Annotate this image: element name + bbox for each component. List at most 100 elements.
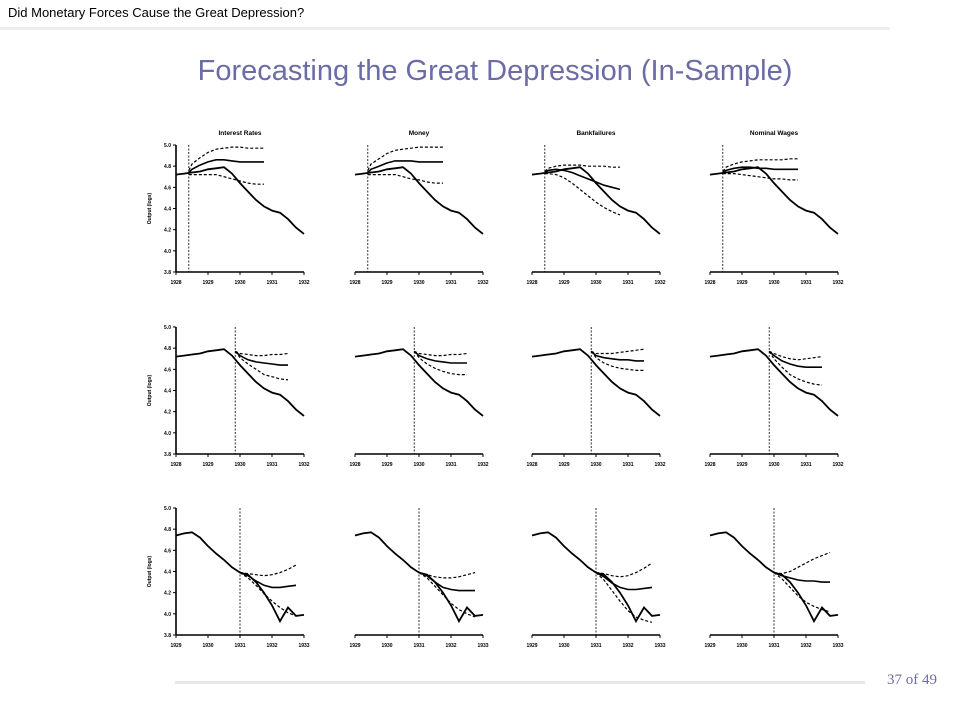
x-tick-label: 1931	[622, 462, 633, 468]
page-current: 37	[887, 672, 902, 688]
x-tick-label: 1932	[477, 280, 488, 286]
series-lower-band	[418, 572, 476, 618]
x-tick-label: 1928	[526, 462, 537, 468]
x-tick-label: 1930	[202, 643, 213, 649]
series-upper-band	[773, 551, 831, 575]
x-tick-label: 1931	[590, 643, 601, 649]
x-tick-label: 1932	[800, 643, 811, 649]
x-tick-label: 1933	[654, 643, 665, 649]
series-forecast	[188, 159, 264, 174]
series-actual-output	[175, 348, 305, 417]
x-tick-label: 1930	[413, 280, 424, 286]
series-lower-band	[768, 350, 823, 386]
y-tick-label: 4.2	[164, 228, 171, 234]
footer-rule	[175, 681, 865, 684]
y-tick-label: 5.0	[164, 143, 171, 149]
x-tick-label: 1928	[704, 462, 715, 468]
x-tick-label: 1929	[349, 643, 360, 649]
x-tick-label: 1929	[202, 280, 213, 286]
y-tick-label: 4.4	[164, 389, 171, 395]
x-tick-label: 1931	[234, 643, 245, 649]
page-title: Forecasting the Great Depression (In-Sam…	[197, 55, 793, 87]
x-tick-label: 1929	[558, 280, 569, 286]
x-tick-label: 1932	[654, 462, 665, 468]
series-forecast	[239, 571, 297, 589]
x-tick-label: 1930	[590, 280, 601, 286]
x-tick-label: 1931	[800, 280, 811, 286]
x-tick-label: 1930	[558, 643, 569, 649]
x-tick-label: 1933	[298, 643, 309, 649]
x-tick-label: 1933	[832, 643, 843, 649]
series-upper-band	[590, 348, 645, 355]
x-tick-label: 1932	[477, 462, 488, 468]
y-tick-label: 4.0	[164, 249, 171, 255]
x-tick-label: 1929	[736, 280, 747, 286]
x-tick-label: 1929	[202, 462, 213, 468]
series-upper-band	[722, 158, 798, 172]
x-tick-label: 1930	[768, 280, 779, 286]
x-tick-label: 1931	[266, 462, 277, 468]
x-tick-label: 1930	[234, 462, 245, 468]
x-tick-label: 1929	[381, 462, 392, 468]
page-of-label: of	[905, 672, 919, 688]
series-lower-band	[595, 572, 653, 623]
series-upper-band	[188, 146, 264, 171]
x-tick-label: 1931	[800, 462, 811, 468]
series-upper-band	[418, 572, 476, 579]
series-actual-output	[354, 166, 484, 235]
x-tick-label: 1931	[622, 280, 633, 286]
series-actual-output	[354, 348, 484, 417]
series-actual-output	[531, 166, 661, 235]
column-title: Interest Rates	[219, 130, 262, 137]
y-axis-label: Output (logs)	[147, 374, 153, 406]
x-tick-label: 1930	[413, 462, 424, 468]
series-upper-band	[239, 564, 297, 577]
series-upper-band	[768, 350, 823, 361]
x-tick-label: 1931	[768, 643, 779, 649]
x-tick-label: 1930	[736, 643, 747, 649]
x-tick-label: 1932	[298, 462, 309, 468]
y-tick-label: 4.4	[164, 570, 171, 576]
x-tick-label: 1931	[266, 280, 277, 286]
series-lower-band	[367, 174, 443, 184]
series-forecast	[544, 168, 621, 191]
x-tick-label: 1932	[654, 280, 665, 286]
x-tick-label: 1930	[381, 643, 392, 649]
y-tick-label: 4.8	[164, 164, 171, 170]
y-tick-label: 4.2	[164, 591, 171, 597]
series-forecast	[418, 571, 475, 592]
y-tick-label: 3.8	[164, 270, 171, 276]
page-total: 49	[922, 672, 937, 688]
x-tick-label: 1931	[413, 643, 424, 649]
series-forecast	[413, 350, 467, 364]
x-tick-label: 1929	[526, 643, 537, 649]
x-tick-label: 1933	[477, 643, 488, 649]
y-tick-label: 3.8	[164, 633, 171, 639]
x-tick-label: 1931	[445, 462, 456, 468]
series-actual-output	[531, 348, 661, 417]
series-upper-band	[367, 146, 443, 171]
x-tick-label: 1930	[768, 462, 779, 468]
series-forecast	[773, 571, 830, 583]
x-tick-label: 1932	[622, 643, 633, 649]
series-forecast	[722, 166, 798, 174]
series-actual-output	[709, 348, 839, 417]
x-tick-label: 1932	[832, 462, 843, 468]
y-axis-label: Output (logs)	[147, 555, 153, 587]
x-tick-label: 1928	[170, 462, 181, 468]
x-tick-label: 1929	[558, 462, 569, 468]
series-lower-band	[544, 173, 621, 216]
x-tick-label: 1929	[170, 643, 181, 649]
series-lower-band	[234, 350, 289, 381]
x-tick-label: 1930	[234, 280, 245, 286]
series-upper-band	[544, 164, 620, 172]
column-title: Bankfailures	[576, 130, 615, 137]
x-tick-label: 1928	[349, 280, 360, 286]
x-tick-label: 1928	[526, 280, 537, 286]
x-tick-label: 1928	[170, 280, 181, 286]
slide-header: Did Monetary Forces Cause the Great Depr…	[8, 5, 305, 20]
series-forecast	[768, 350, 822, 369]
header-rule	[0, 27, 890, 30]
y-tick-label: 4.8	[164, 346, 171, 352]
y-tick-label: 5.0	[164, 506, 171, 512]
